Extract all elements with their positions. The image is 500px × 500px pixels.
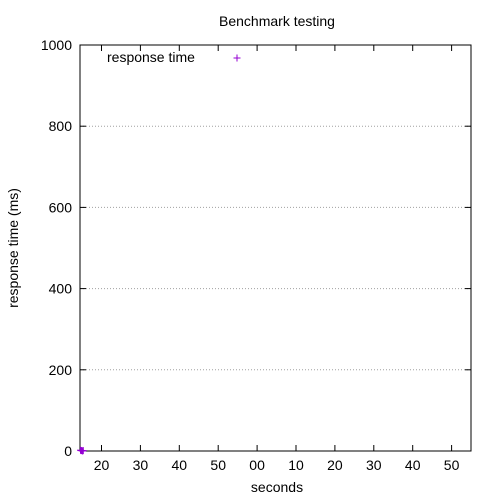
y-tick-label: 800: [49, 118, 73, 134]
y-axis: 0 200 400 600 800 1000: [41, 37, 471, 459]
x-tick-label: 20: [327, 457, 343, 473]
y-tick-label: 200: [49, 362, 73, 378]
x-tick-label: 40: [405, 457, 421, 473]
chart-title: Benchmark testing: [219, 13, 335, 29]
x-tick-label: 00: [249, 457, 265, 473]
x-tick-label: 30: [366, 457, 382, 473]
plot-frame: [79, 44, 472, 452]
x-axis: 20 30 40 50 00 10 20 30 40 50: [94, 45, 460, 473]
gridlines: [80, 125, 471, 371]
legend-label-response-time: response time: [107, 49, 195, 65]
x-axis-label: seconds: [251, 479, 303, 495]
x-tick-label: 30: [133, 457, 149, 473]
x-tick-label: 50: [210, 457, 226, 473]
x-tick-label: 50: [444, 457, 460, 473]
y-tick-label: 1000: [41, 37, 72, 53]
legend-marker-plus: [233, 54, 241, 62]
x-tick-label: 20: [94, 457, 110, 473]
x-tick-label: 40: [172, 457, 188, 473]
data-point: [79, 447, 87, 455]
y-tick-label: 400: [49, 281, 73, 297]
y-axis-label: response time (ms): [5, 188, 21, 308]
x-tick-label: 10: [288, 457, 304, 473]
y-tick-label: 0: [64, 443, 72, 459]
y-tick-label: 600: [49, 199, 73, 215]
legend-marker: [233, 54, 241, 62]
data-points: [77, 446, 87, 455]
legend: response time: [107, 49, 241, 65]
